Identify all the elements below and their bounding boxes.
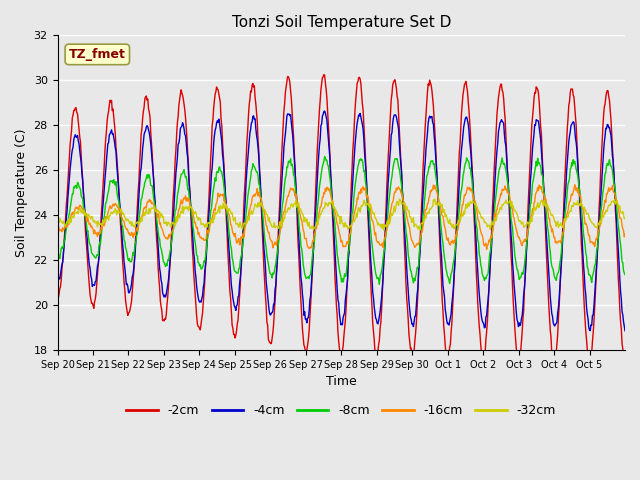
-32cm [416, 227, 424, 233]
Title: Tonzi Soil Temperature Set D: Tonzi Soil Temperature Set D [232, 15, 451, 30]
Text: TZ_fmet: TZ_fmet [69, 48, 125, 61]
-32cm [621, 216, 629, 222]
-2cm [550, 360, 558, 366]
-16cm [225, 211, 232, 216]
-4cm [401, 227, 408, 233]
Line: -8cm: -8cm [58, 156, 625, 284]
Legend: -2cm, -4cm, -8cm, -16cm, -32cm: -2cm, -4cm, -8cm, -16cm, -32cm [122, 399, 561, 422]
-8cm [321, 154, 328, 159]
-4cm [321, 108, 328, 114]
-2cm [433, 158, 440, 164]
-8cm [376, 281, 383, 287]
-4cm [621, 328, 629, 334]
-8cm [274, 246, 282, 252]
Line: -32cm: -32cm [58, 199, 625, 230]
-32cm [120, 213, 128, 218]
-8cm [120, 237, 128, 243]
-2cm [120, 280, 128, 286]
-8cm [54, 248, 61, 254]
-16cm [120, 219, 128, 225]
-32cm [54, 217, 61, 223]
-32cm [401, 200, 408, 205]
-32cm [396, 196, 403, 202]
-16cm [571, 182, 579, 188]
-16cm [400, 199, 408, 204]
-16cm [621, 231, 629, 237]
Y-axis label: Soil Temperature (C): Soil Temperature (C) [15, 129, 28, 257]
-8cm [433, 182, 441, 188]
-8cm [621, 272, 629, 277]
-2cm [274, 236, 282, 242]
-16cm [54, 222, 61, 228]
-8cm [253, 169, 260, 175]
-16cm [274, 237, 282, 242]
X-axis label: Time: Time [326, 375, 356, 388]
-32cm [433, 202, 441, 208]
-4cm [54, 278, 61, 284]
Line: -16cm: -16cm [58, 185, 625, 250]
-2cm [401, 245, 408, 251]
-8cm [401, 219, 409, 225]
Line: -4cm: -4cm [58, 111, 625, 331]
-16cm [253, 190, 260, 196]
-4cm [225, 239, 232, 245]
-32cm [274, 224, 282, 230]
-4cm [120, 260, 128, 265]
-4cm [433, 162, 440, 168]
-2cm [54, 295, 61, 300]
-2cm [225, 260, 232, 265]
-2cm [320, 72, 328, 77]
-2cm [253, 110, 260, 116]
-8cm [225, 224, 232, 230]
Line: -2cm: -2cm [58, 74, 625, 363]
-4cm [253, 132, 260, 138]
-16cm [432, 186, 440, 192]
-2cm [621, 355, 629, 361]
-16cm [483, 247, 490, 252]
-4cm [274, 248, 282, 253]
-32cm [253, 204, 260, 209]
-32cm [225, 209, 232, 215]
